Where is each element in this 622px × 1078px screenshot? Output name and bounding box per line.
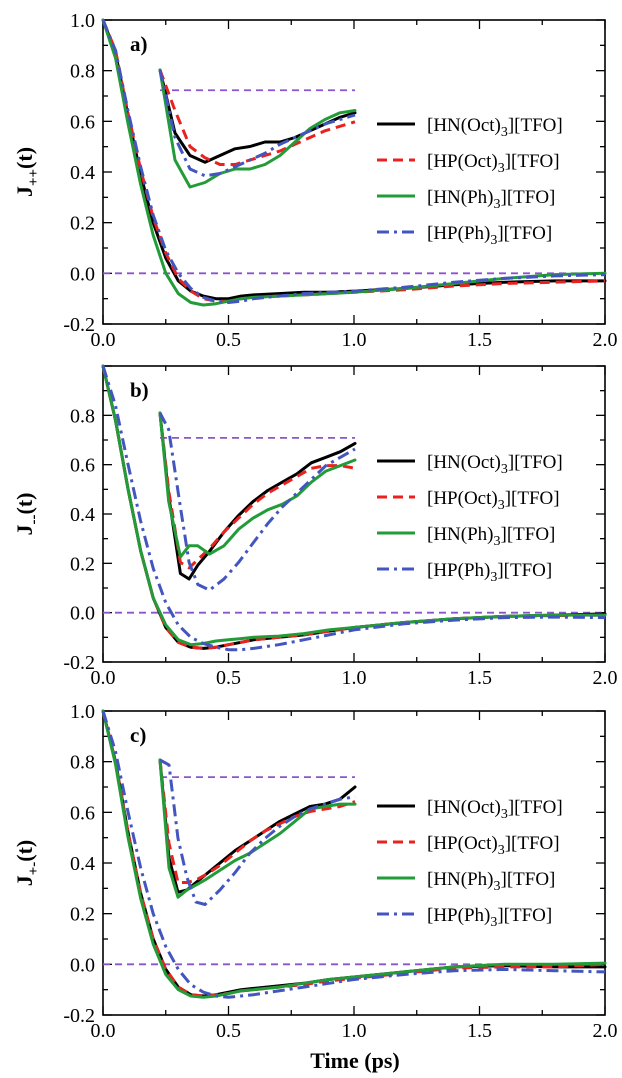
x-tick-label: 1.0 bbox=[342, 1020, 367, 1042]
legend-label-4: [HP(Ph)3][TFO] bbox=[427, 560, 552, 585]
y-tick-label: 0.4 bbox=[70, 504, 95, 526]
series-line-4 bbox=[101, 19, 606, 304]
legend-label-3: [HN(Ph)3][TFO] bbox=[427, 187, 555, 212]
y-tick-label: 0.0 bbox=[70, 263, 95, 285]
y-tick-label: 0.4 bbox=[70, 162, 95, 184]
inset-series-line-2 bbox=[158, 412, 356, 570]
legend-label-2: [HP(Oct)3][TFO] bbox=[427, 833, 560, 858]
inset-series-line-1 bbox=[158, 68, 357, 164]
x-tick-label: 2.0 bbox=[593, 1020, 618, 1042]
y-tick-label: -0.2 bbox=[63, 314, 95, 336]
legend-label-1: [HN(Oct)3][TFO] bbox=[427, 797, 563, 822]
panel-label: b) bbox=[130, 378, 149, 402]
inset-series-line-1 bbox=[158, 411, 357, 581]
inset-series-line-3 bbox=[158, 68, 357, 189]
y-tick-label: 0.0 bbox=[70, 603, 95, 625]
x-axis-label: Time (ps) bbox=[310, 1048, 399, 1073]
y-tick-label: 0.8 bbox=[70, 752, 95, 774]
y-tick-label: 0.4 bbox=[70, 853, 95, 875]
inset-series-line-4 bbox=[159, 758, 356, 906]
series-line-4 bbox=[101, 365, 606, 652]
panel-label: a) bbox=[130, 32, 148, 56]
x-tick-label: 0.5 bbox=[216, 1020, 241, 1042]
inset-series-line-3 bbox=[158, 758, 357, 899]
x-tick-label: 2.0 bbox=[593, 667, 618, 689]
legend-label-1: [HN(Oct)3][TFO] bbox=[427, 115, 563, 140]
panel-1: 0.0 0.5 1.0 1.5 2.0-0.20.00.20.40.60.81.0J++… bbox=[12, 10, 618, 351]
y-tick-label: 0.8 bbox=[70, 405, 95, 427]
series-line-4 bbox=[101, 710, 606, 999]
inset-series-line-2 bbox=[158, 759, 356, 884]
y-tick-label: 0.6 bbox=[70, 802, 95, 824]
y-tick-label: -0.2 bbox=[63, 1005, 95, 1027]
x-tick-label: 0.0 bbox=[91, 329, 116, 351]
panel-label: c) bbox=[130, 723, 146, 747]
y-tick-label: 0.6 bbox=[70, 111, 95, 133]
y-tick-label: 0.6 bbox=[70, 455, 95, 477]
legend-label-2: [HP(Oct)3][TFO] bbox=[427, 151, 560, 176]
y-axis-label: J++(t) bbox=[12, 147, 42, 197]
y-tick-label: 0.0 bbox=[70, 954, 95, 976]
x-tick-label: 1.5 bbox=[467, 667, 492, 689]
legend-label-3: [HN(Ph)3][TFO] bbox=[427, 869, 555, 894]
inset-series-line-2 bbox=[158, 69, 356, 166]
legend-label-1: [HN(Oct)3][TFO] bbox=[427, 452, 563, 477]
y-axis-label: J+-(t) bbox=[12, 840, 42, 887]
x-tick-label: 1.5 bbox=[467, 329, 492, 351]
y-axis-label: J--(t) bbox=[12, 493, 42, 536]
x-tick-label: 0.0 bbox=[91, 1020, 116, 1042]
y-tick-label: 0.8 bbox=[70, 61, 95, 83]
legend-label-3: [HN(Ph)3][TFO] bbox=[427, 524, 555, 549]
panel-3: 0.0 0.5 1.0 1.5 2.0-0.20.00.20.40.60.81.0J+-… bbox=[12, 701, 618, 1042]
legend-label-4: [HP(Ph)3][TFO] bbox=[427, 905, 552, 930]
inset-series-line-3 bbox=[158, 411, 357, 559]
x-tick-label: 0.0 bbox=[91, 667, 116, 689]
legend-label-2: [HP(Oct)3][TFO] bbox=[427, 488, 560, 513]
legend-label-4: [HP(Ph)3][TFO] bbox=[427, 223, 552, 248]
inset-series-line-4 bbox=[158, 69, 356, 178]
inset-series-line-4 bbox=[158, 412, 356, 592]
series-line-3 bbox=[101, 709, 607, 999]
y-tick-label: -0.2 bbox=[63, 652, 95, 674]
x-tick-label: 1.0 bbox=[342, 667, 367, 689]
panel-2: 0.0 0.5 1.0 1.5 2.0-0.20.00.20.40.60.8J--(t)… bbox=[12, 364, 618, 689]
y-tick-label: 1.0 bbox=[70, 10, 95, 32]
x-tick-label: 0.5 bbox=[216, 667, 241, 689]
y-tick-label: 0.2 bbox=[70, 553, 95, 575]
x-tick-label: 1.0 bbox=[342, 329, 367, 351]
inset-series-line-1 bbox=[158, 758, 357, 894]
y-tick-label: 0.2 bbox=[70, 904, 95, 926]
y-tick-label: 1.0 bbox=[70, 701, 95, 723]
x-tick-label: 1.5 bbox=[467, 1020, 492, 1042]
x-tick-label: 0.5 bbox=[216, 329, 241, 351]
y-tick-label: 0.2 bbox=[70, 213, 95, 235]
x-tick-label: 2.0 bbox=[593, 329, 618, 351]
panels-group: 0.0 0.5 1.0 1.5 2.0-0.20.00.20.40.60.81.0J++… bbox=[12, 10, 618, 1042]
